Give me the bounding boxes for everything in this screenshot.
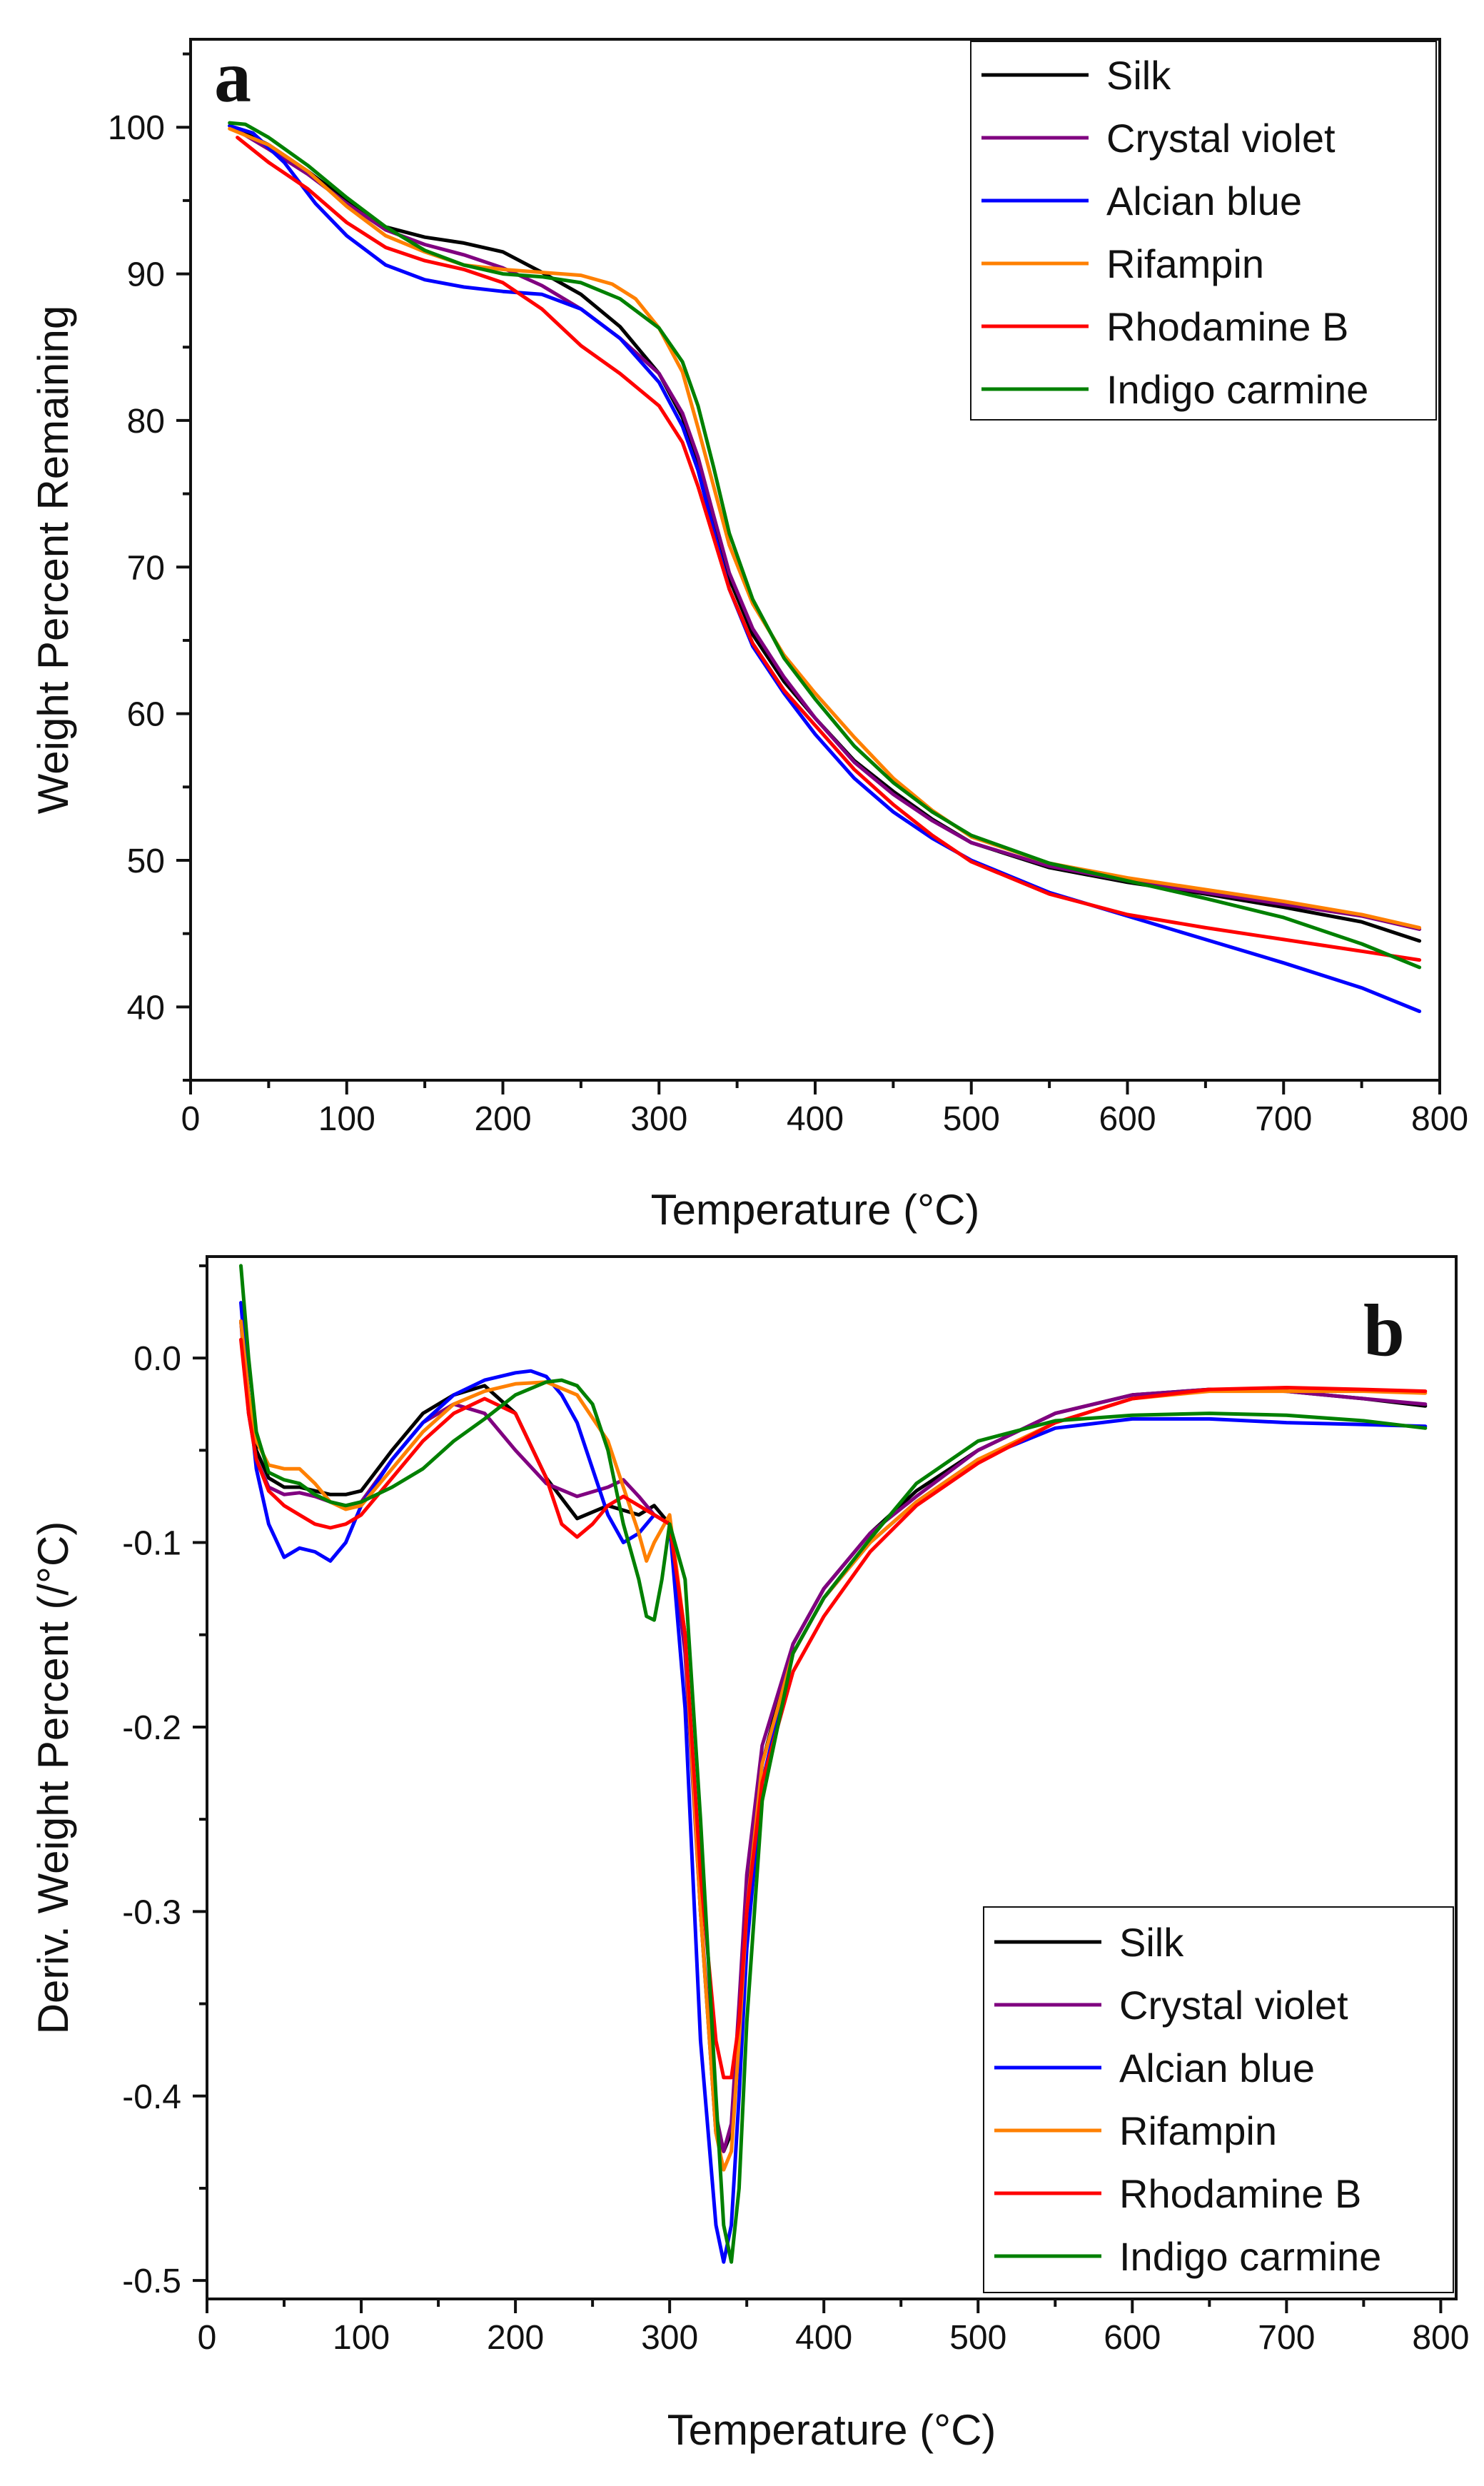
panel-a-legend-label-rhodamine-b: Rhodamine B <box>1106 304 1348 349</box>
panel-a-x-tick-label: 100 <box>318 1100 375 1138</box>
panel-a-letter: a <box>214 36 251 118</box>
panel-b-x-tick-label: 0 <box>198 2319 217 2357</box>
panel-a-legend-items: Silk Crystal violet Alcian blue Rifampin Rho… <box>981 53 1368 412</box>
panel-b-y-tick-label: -0.2 <box>122 1709 181 1747</box>
panel-b-plot-frame <box>206 1255 1458 2300</box>
panel-b-series-group <box>239 1264 1428 2264</box>
panel-b-x-tick-label: 400 <box>795 2319 852 2357</box>
panel-a-y-tick-label: 70 <box>127 549 165 587</box>
panel-a-x-tick-label: 800 <box>1411 1100 1468 1138</box>
panel-b-legend-label-rifampin: Rifampin <box>1119 2108 1277 2153</box>
panel-a-y-tick-label: 90 <box>127 256 165 294</box>
panel-a-y-tick-label: 80 <box>127 403 165 441</box>
panel-b-legend-label-crystal-violet: Crystal violet <box>1119 1983 1348 2028</box>
panel-a-legend-label-crystal-violet: Crystal violet <box>1106 116 1336 161</box>
panel-a-series-group <box>228 121 1422 1013</box>
panel-a-y-tick-label: 100 <box>108 109 165 147</box>
panel-b-x-tick-label: 800 <box>1412 2319 1469 2357</box>
panel-a-y-tick-label: 40 <box>127 989 165 1027</box>
panel-a-x-tick-label: 600 <box>1099 1100 1156 1138</box>
panel-a-ticks: 0 100 200 300 400 500 600 700 800 40 50 60 70 80 90 100 <box>108 52 1468 1138</box>
panel-b-x-tick-label: 200 <box>487 2319 544 2357</box>
panel-a-x-tick-label: 400 <box>787 1100 844 1138</box>
panel-a-legend-label-silk: Silk <box>1106 53 1171 98</box>
panel-a-x-tick-label: 700 <box>1255 1100 1312 1138</box>
panel-b-letter: b <box>1363 1289 1405 1372</box>
panel-b-legend <box>983 1906 1454 2293</box>
panel-b-y-tick-label: 0.0 <box>133 1340 181 1378</box>
panel-b-line-rhodamine-b <box>239 1337 1428 2080</box>
panel-b-ticks: 0 100 200 300 400 500 600 700 800 0.0 -0.1 -0.2 -0.3… <box>122 1264 1469 2357</box>
panel-a-x-tick-label: 500 <box>943 1100 1000 1138</box>
panel-a-x-tick-label: 200 <box>474 1100 531 1138</box>
panel-b-legend-items: Silk Crystal violet Alcian blue Rifampin Rho… <box>994 1920 1381 2279</box>
panel-a-line-indigo-carmine <box>228 121 1422 970</box>
panel-a-legend-label-indigo-carmine: Indigo carmine <box>1106 367 1368 412</box>
panel-b-x-tick-label: 500 <box>949 2319 1006 2357</box>
panel-b-x-tick-label: 300 <box>641 2319 698 2357</box>
panel-a-line-crystal-violet <box>228 124 1422 931</box>
panel-a-x-tick-label: 300 <box>630 1100 687 1138</box>
panel-b-x-axis-title: Temperature (°C) <box>667 2406 996 2454</box>
panel-a-y-axis-title: Weight Percent Remaining <box>29 306 77 815</box>
panel-a-legend-label-rifampin: Rifampin <box>1106 241 1264 286</box>
panel-b-line-indigo-carmine <box>239 1264 1428 2264</box>
panel-b-y-tick-label: -0.1 <box>122 1525 181 1563</box>
panel-a-legend-label-alcian-blue: Alcian blue <box>1106 178 1302 223</box>
panel-a-line-rhodamine-b <box>236 136 1422 962</box>
panel-b-y-tick-label: -0.5 <box>122 2263 181 2300</box>
panel-b-legend-label-rhodamine-b: Rhodamine B <box>1119 2171 1361 2216</box>
panel-b: 0 100 200 300 400 500 600 700 800 0.0 -0.1 -0.2 -0.3… <box>29 1255 1469 2454</box>
panel-b-legend-label-indigo-carmine: Indigo carmine <box>1119 2234 1381 2279</box>
panel-b-x-tick-label: 100 <box>333 2319 390 2357</box>
panel-b-legend-label-silk: Silk <box>1119 1920 1184 1965</box>
panel-a: 0 100 200 300 400 500 600 700 800 40 50 60 70 80 90 100… <box>29 36 1468 1234</box>
panel-b-y-tick-label: -0.4 <box>122 2078 181 2116</box>
panel-a-y-tick-label: 60 <box>127 696 165 734</box>
panel-a-x-axis-title: Temperature (°C) <box>651 1186 980 1234</box>
panel-b-y-tick-label: -0.3 <box>122 1893 181 1931</box>
panel-a-x-tick-label: 0 <box>181 1100 201 1138</box>
panel-b-y-axis-title: Deriv. Weight Percent (/°C) <box>29 1521 77 2035</box>
panel-a-y-tick-label: 50 <box>127 842 165 880</box>
panel-b-x-tick-label: 600 <box>1104 2319 1161 2357</box>
panel-b-x-tick-label: 700 <box>1258 2319 1315 2357</box>
panel-a-legend <box>970 41 1437 421</box>
panel-b-legend-label-alcian-blue: Alcian blue <box>1119 2045 1315 2090</box>
